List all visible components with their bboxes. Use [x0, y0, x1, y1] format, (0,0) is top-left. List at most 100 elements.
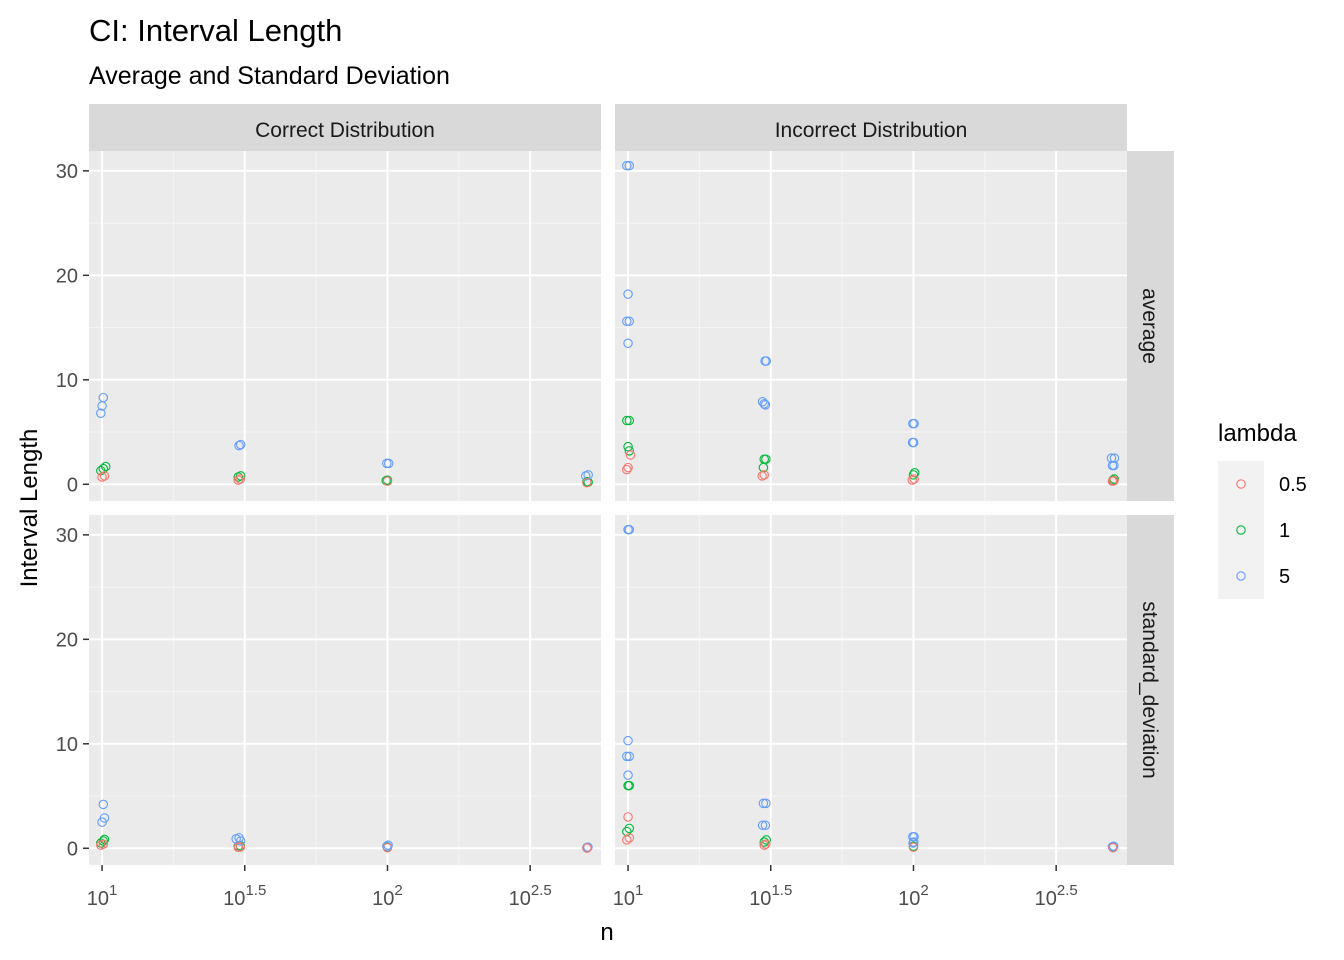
- x-axis-tick-label: 102: [898, 882, 929, 910]
- data-point-lambda-5: [623, 735, 633, 746]
- data-point-lambda-0-5: [235, 842, 246, 852]
- x-axis-tick-label: 101: [613, 882, 644, 910]
- legend-key-lambda-1: [1236, 525, 1246, 535]
- data-point-lambda-5: [909, 418, 919, 429]
- data-point-lambda-0-5: [235, 474, 246, 484]
- y-axis-tick-label: 0: [67, 838, 78, 860]
- panel-background: [89, 151, 601, 501]
- x-axis-tick-label: 102.5: [509, 882, 552, 910]
- x-axis-tick-label: 101: [87, 882, 118, 910]
- data-point-lambda-1: [100, 461, 111, 472]
- data-point-lambda-1: [623, 441, 633, 452]
- data-point-lambda-5: [622, 160, 632, 171]
- data-point-lambda-5: [908, 437, 919, 448]
- data-point-lambda-0-5: [382, 476, 393, 486]
- panel-background: [615, 151, 1127, 501]
- data-point-lambda-5: [235, 439, 246, 450]
- data-point-lambda-0-5: [233, 475, 243, 485]
- data-point-lambda-1: [761, 835, 772, 845]
- data-point-lambda-1: [624, 823, 635, 834]
- data-point-lambda-1: [624, 446, 635, 456]
- data-point-lambda-0-5: [908, 842, 919, 852]
- x-axis-label: n: [600, 919, 613, 946]
- data-point-lambda-1: [624, 780, 635, 791]
- data-point-lambda-5: [96, 408, 106, 418]
- data-point-lambda-0-5: [1108, 843, 1118, 853]
- data-point-lambda-1: [622, 415, 632, 426]
- data-point-lambda-0-5: [582, 477, 592, 488]
- facet-strip-column: [615, 104, 1127, 151]
- data-point-lambda-1: [761, 454, 771, 464]
- legend-label: 1: [1279, 520, 1290, 542]
- data-point-lambda-5: [99, 813, 110, 823]
- facet-strip-row: [1127, 151, 1174, 501]
- data-point-lambda-5: [908, 838, 918, 848]
- data-point-lambda-5: [757, 396, 768, 407]
- data-point-lambda-5: [623, 289, 633, 299]
- data-point-lambda-0-5: [622, 464, 632, 475]
- data-point-lambda-1: [908, 470, 919, 480]
- facet-strip-row-label: standard_deviation: [1138, 601, 1161, 778]
- legend-key-lambda-0-5: [1236, 479, 1246, 489]
- data-point-lambda-5: [909, 837, 919, 847]
- data-point-lambda-0-5: [909, 474, 919, 484]
- facet-strip-row: [1127, 515, 1174, 865]
- y-axis-tick-label: 30: [56, 525, 78, 547]
- panel-incorrect-distribution-standard_deviation: [615, 515, 1127, 865]
- chart-title: CI: Interval Length: [89, 13, 342, 48]
- x-axis-tick-label: 102: [372, 882, 403, 910]
- data-point-lambda-0-5: [382, 843, 393, 853]
- y-axis-label: Interval Length: [16, 429, 43, 588]
- data-point-lambda-0-5: [99, 471, 110, 481]
- legend-label: 0.5: [1279, 474, 1307, 496]
- panel-background: [89, 515, 601, 865]
- data-point-lambda-5: [758, 798, 769, 809]
- data-point-lambda-5: [622, 316, 632, 327]
- data-point-lambda-5: [235, 836, 246, 846]
- data-point-lambda-5: [759, 399, 769, 409]
- legend-title: lambda: [1218, 420, 1297, 447]
- data-point-lambda-5: [1109, 460, 1119, 471]
- data-point-lambda-0-5: [759, 470, 769, 480]
- facet-strip-column-label: Correct Distribution: [255, 119, 435, 142]
- data-point-lambda-5: [583, 842, 593, 852]
- data-point-lambda-5: [624, 524, 635, 535]
- data-point-lambda-0-5: [759, 840, 769, 850]
- y-axis-tick-label: 10: [56, 734, 78, 756]
- data-point-lambda-0-5: [907, 475, 917, 485]
- data-point-lambda-5: [624, 160, 635, 171]
- chart-subtitle: Average and Standard Deviation: [89, 62, 450, 90]
- facet-strip-row-label: average: [1138, 288, 1161, 364]
- data-point-lambda-1: [624, 415, 635, 426]
- y-axis-tick-label: 30: [56, 161, 78, 183]
- x-axis-tick-label: 101.5: [749, 882, 792, 910]
- y-axis-tick-label: 10: [56, 370, 78, 392]
- data-point-lambda-0-5: [622, 835, 632, 845]
- panel-incorrect-distribution-average: [615, 151, 1127, 501]
- data-point-lambda-0-5: [624, 833, 635, 843]
- data-point-lambda-5: [98, 392, 109, 403]
- data-point-lambda-0-5: [625, 450, 636, 460]
- panel-background: [615, 515, 1127, 865]
- data-point-lambda-5: [760, 400, 771, 410]
- legend-key-lambda-5: [1236, 571, 1246, 581]
- y-axis-tick-label: 20: [56, 629, 78, 651]
- y-axis-tick-label: 0: [67, 474, 78, 496]
- data-point-lambda-0-5: [582, 843, 592, 853]
- data-point-lambda-5: [623, 770, 633, 780]
- data-point-lambda-5: [383, 458, 394, 469]
- data-point-lambda-5: [624, 316, 635, 327]
- data-point-lambda-0-5: [98, 839, 109, 849]
- data-point-lambda-5: [1109, 453, 1120, 463]
- x-axis-tick-label: 101.5: [223, 882, 266, 910]
- data-point-lambda-0-5: [1109, 475, 1119, 486]
- legend: lambda 0.5 1 5: [1218, 420, 1307, 599]
- data-point-lambda-0-5: [623, 462, 633, 473]
- data-point-lambda-5: [98, 799, 109, 810]
- data-point-lambda-0-5: [623, 812, 633, 822]
- legend-keys-background: [1218, 461, 1264, 599]
- data-point-lambda-5: [760, 820, 771, 831]
- panel-correct-distribution-standard_deviation: [89, 515, 601, 865]
